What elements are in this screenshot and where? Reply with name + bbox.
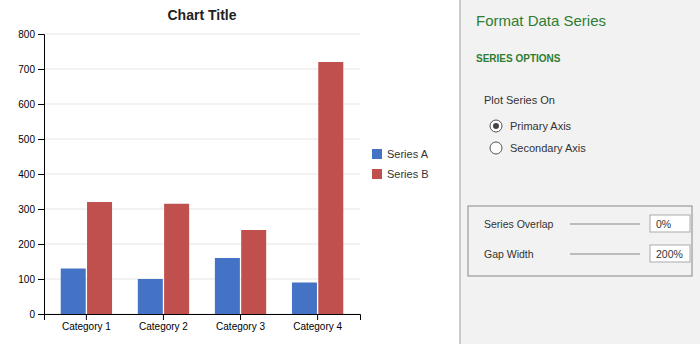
y-tick-label: 500 <box>18 134 35 145</box>
x-tick-label: Category 3 <box>216 321 265 332</box>
y-tick-label: 100 <box>18 274 35 285</box>
y-tick-label: 700 <box>18 64 35 75</box>
y-axis: 0 100 200 300 400 500 600 700 800 <box>18 29 44 320</box>
grid-line <box>44 69 360 70</box>
annotation: Gap Width <box>484 248 534 260</box>
legend-swatch <box>372 149 382 159</box>
y-tick-mark <box>38 314 44 315</box>
y-tick-label: 600 <box>18 99 35 110</box>
value-box <box>650 245 690 262</box>
bar <box>241 230 266 314</box>
value-box <box>650 215 690 232</box>
y-tick: 300 <box>18 204 44 215</box>
legend-label: Series B <box>387 168 429 180</box>
y-tick-label: 200 <box>18 239 35 250</box>
legend-label: Series A <box>387 148 429 160</box>
radio-button <box>490 120 502 132</box>
chart-title: Chart Title <box>168 7 237 23</box>
x-tick-mark <box>317 314 318 320</box>
y-tick: 600 <box>18 99 44 110</box>
annotation: Format Data Series <box>476 12 606 29</box>
grid <box>44 34 360 314</box>
annotation: Series Overlap <box>484 218 554 230</box>
y-tick: 0 <box>29 309 44 320</box>
y-tick-mark <box>38 69 44 70</box>
legend-item: Series A <box>372 148 429 160</box>
x-axis: Category 1 Category 2 Category 3 Category 4 <box>45 314 361 332</box>
y-tick-mark <box>38 139 44 140</box>
grid-line <box>44 104 360 105</box>
y-tick-label: 400 <box>18 169 35 180</box>
y-tick-mark <box>38 104 44 105</box>
y-tick: 100 <box>18 274 44 285</box>
options-box <box>468 206 692 276</box>
y-tick-mark <box>38 279 44 280</box>
annotation: SERIES OPTIONS <box>476 53 561 64</box>
chart-svg: 0100200300400500600700800Category 1Categ… <box>0 0 700 344</box>
side-panel-border <box>459 0 461 344</box>
y-tick: 400 <box>18 169 44 180</box>
annotation: Primary Axis <box>510 120 572 132</box>
x-tick-mark <box>240 314 241 320</box>
y-tick-label: 300 <box>18 204 35 215</box>
y-axis-line <box>38 35 45 315</box>
slider-track <box>570 253 640 255</box>
bar <box>164 204 189 314</box>
side-panel: Format Data Series SERIES OPTIONS Plot Ser… <box>460 0 700 344</box>
y-tick-mark <box>38 244 44 245</box>
bar <box>318 62 343 314</box>
x-tick: Category 1 <box>62 314 111 332</box>
grid-line <box>44 34 360 35</box>
x-tick-mark <box>86 314 87 320</box>
y-tick-mark <box>38 34 44 35</box>
x-tick: Category 4 <box>293 314 342 332</box>
side-panel-background <box>460 0 700 344</box>
bar <box>215 258 240 314</box>
annotation: Plot Series On <box>484 94 555 106</box>
legend-item: Series B <box>372 168 429 180</box>
y-tick-mark <box>38 174 44 175</box>
annotation: 200% <box>656 248 683 260</box>
x-tick: Category 3 <box>216 314 265 332</box>
x-tick-mark <box>163 314 164 320</box>
y-tick: 200 <box>18 239 44 250</box>
annotation: Secondary Axis <box>510 142 586 154</box>
x-tick-label: Category 1 <box>62 321 111 332</box>
x-tick: Category 2 <box>139 314 188 332</box>
x-tick-label: Category 2 <box>139 321 188 332</box>
bar <box>87 202 112 314</box>
bar-series <box>87 62 343 314</box>
radio-dot <box>493 123 499 129</box>
radio-button <box>490 142 502 154</box>
annotation: 0% <box>656 218 671 230</box>
bar <box>61 269 86 315</box>
bars <box>61 62 344 314</box>
bar <box>138 279 163 314</box>
y-tick: 800 <box>18 29 44 40</box>
slider-track <box>570 223 640 225</box>
legend: Series A Series B <box>372 148 429 180</box>
y-tick-label: 0 <box>29 309 35 320</box>
grid-line <box>44 139 360 140</box>
y-tick-label: 800 <box>18 29 35 40</box>
x-axis-line <box>45 315 361 321</box>
x-tick-label: Category 4 <box>293 321 342 332</box>
y-tick: 700 <box>18 64 44 75</box>
y-tick-mark <box>38 209 44 210</box>
grid-line <box>44 174 360 175</box>
bar <box>292 283 317 315</box>
y-tick: 500 <box>18 134 44 145</box>
legend-swatch <box>372 169 382 179</box>
